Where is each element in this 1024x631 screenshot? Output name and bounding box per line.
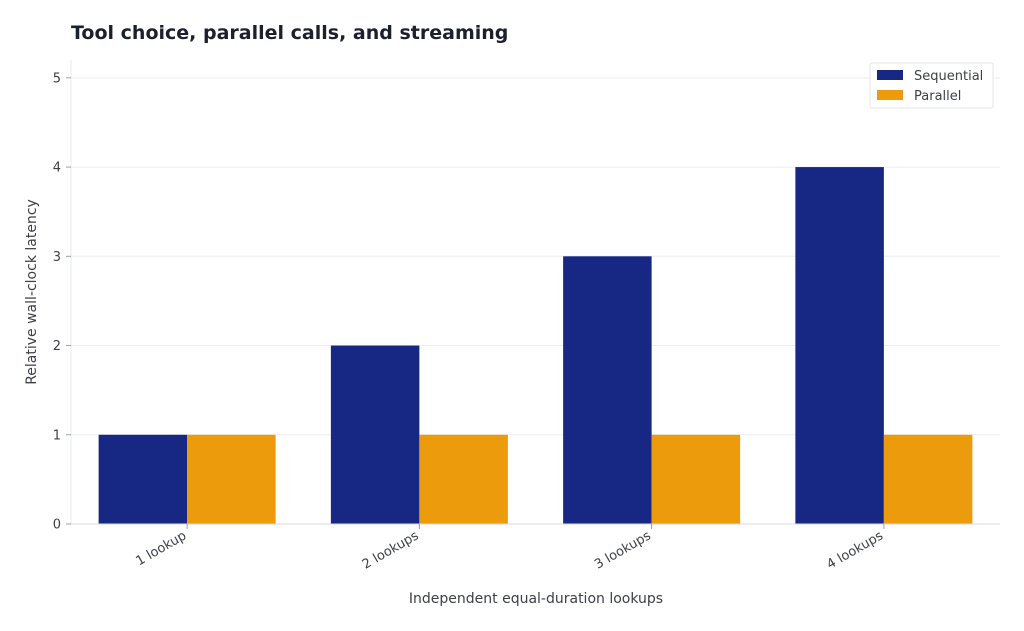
- bar-sequential-3: [563, 256, 652, 524]
- chart-title: Tool choice, parallel calls, and streami…: [71, 22, 508, 44]
- y-tick-label: 2: [53, 339, 61, 354]
- y-tick-label: 1: [53, 428, 61, 443]
- x-tick-label: 1 lookup: [134, 528, 190, 569]
- legend-label-parallel: Parallel: [914, 89, 961, 104]
- x-axis-label: Independent equal-duration lookups: [409, 591, 663, 607]
- y-tick-label: 3: [53, 250, 61, 265]
- bar-parallel-4: [883, 434, 973, 524]
- y-tick-label: 4: [53, 161, 61, 176]
- y-tick-label: 0: [53, 518, 61, 533]
- legend-swatch-parallel: [877, 90, 903, 100]
- bar-parallel-3: [651, 434, 741, 524]
- y-tick-labels: 0 1 2 3 4 5: [53, 71, 71, 533]
- x-tick-label: 4 lookups: [824, 528, 886, 572]
- legend-label-sequential: Sequential: [914, 69, 983, 84]
- y-axis-label: Relative wall-clock latency: [24, 199, 40, 385]
- bar-sequential-1: [98, 434, 188, 524]
- x-tick-label: 3 lookups: [592, 528, 654, 572]
- legend: Sequential Parallel: [869, 62, 994, 109]
- bars: [98, 167, 973, 525]
- bar-parallel-2: [419, 434, 508, 524]
- bar-sequential-4: [795, 167, 884, 525]
- y-tick-label: 5: [53, 71, 61, 86]
- x-tick-labels: 1 lookup 2 lookups 3 lookups 4 lookups: [134, 524, 886, 573]
- legend-swatch-sequential: [877, 70, 903, 80]
- bar-sequential-2: [330, 345, 420, 524]
- axes: [70, 60, 1000, 525]
- x-tick-label: 2 lookups: [360, 528, 422, 572]
- bar-parallel-1: [187, 434, 276, 524]
